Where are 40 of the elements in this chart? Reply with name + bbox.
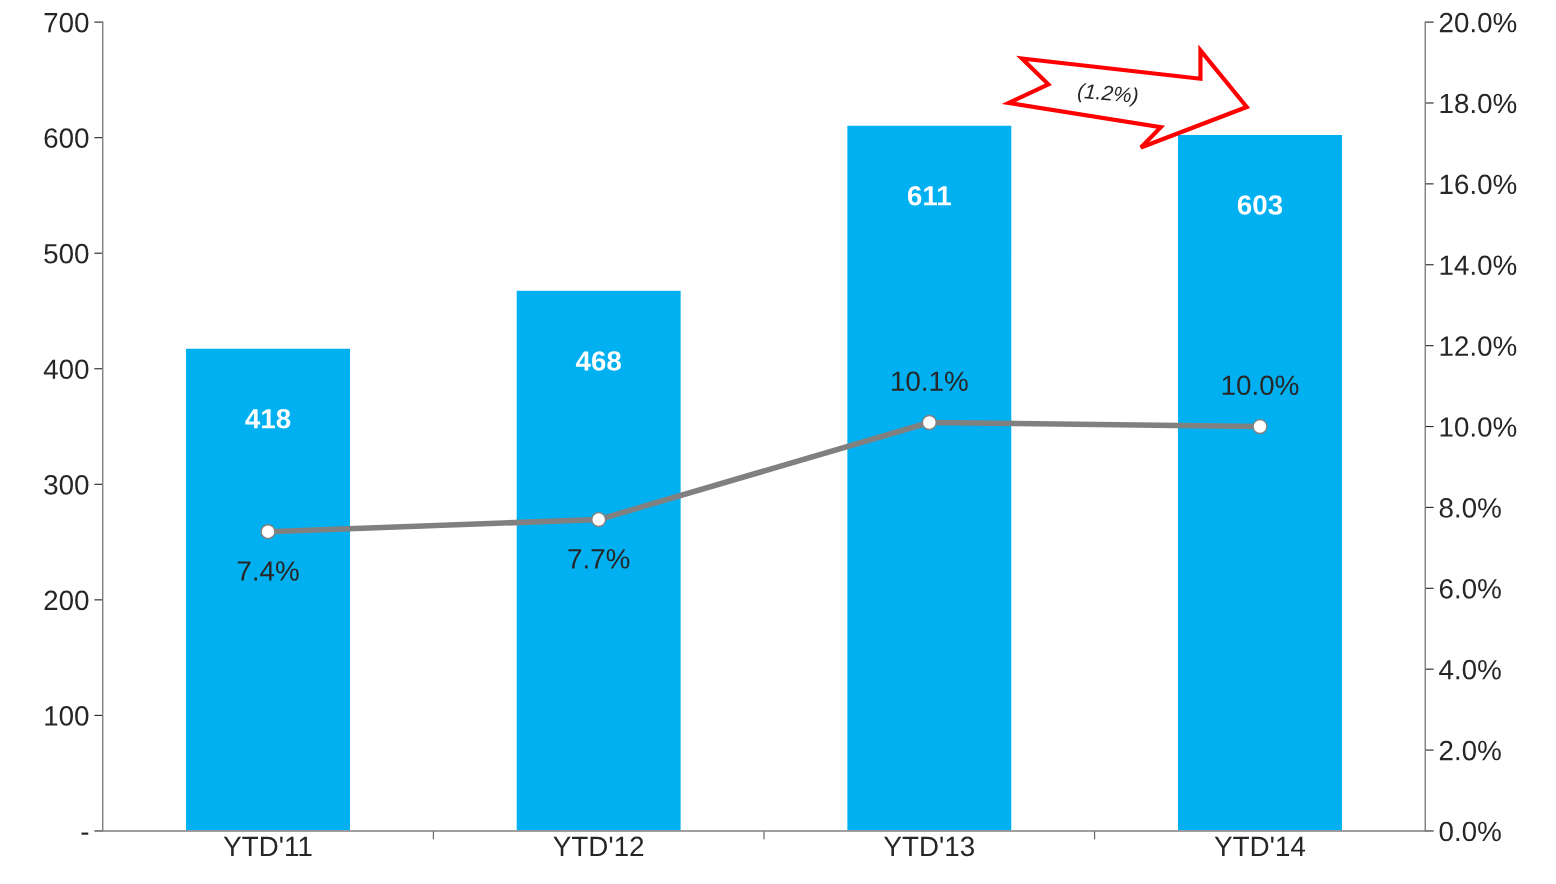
- y2-tick-label: 2.0%: [1439, 740, 1501, 761]
- y-tick-label: -: [81, 832, 89, 835]
- y2-tick-label: 4.0%: [1439, 659, 1501, 680]
- data-label: 7.4%: [237, 561, 299, 581]
- y-tick-label: 500: [44, 243, 89, 264]
- x-tick-label: YTD'13: [884, 836, 974, 857]
- y-tick-label: 400: [43, 359, 89, 380]
- y-tick-label: 700: [44, 12, 89, 33]
- bar: [184, 347, 352, 831]
- y2-tick-label: 6.0%: [1439, 578, 1501, 599]
- y2-tick-label: 16.0%: [1440, 174, 1517, 195]
- y-tick-label: 100: [45, 706, 89, 726]
- y2-tick-label: 20.0%: [1439, 12, 1517, 33]
- y2-tick-label: 10.0%: [1440, 417, 1517, 437]
- y2-tick-label: 12.0%: [1440, 336, 1517, 356]
- data-label: 10.0%: [1222, 375, 1299, 396]
- y-tick-label: 600: [44, 128, 89, 148]
- annotation: (1.2%): [1077, 82, 1139, 108]
- bar: [1176, 133, 1344, 831]
- x-tick-label: YTD'11: [223, 836, 312, 856]
- bar: [515, 289, 683, 831]
- data-label: 603: [1237, 195, 1283, 215]
- point: [1252, 418, 1268, 435]
- data-label: 611: [907, 185, 951, 206]
- data-label: 468: [575, 351, 621, 371]
- y-tick-label: 200: [44, 590, 89, 611]
- y2-tick-label: 14.0%: [1440, 255, 1517, 276]
- bar: [845, 124, 1013, 831]
- y2-tick-label: 8.0%: [1439, 498, 1501, 518]
- point: [921, 414, 937, 431]
- y2-tick-label: 18.0%: [1440, 93, 1517, 114]
- point: [591, 511, 607, 528]
- data-label: 418: [245, 408, 291, 429]
- data-label: 7.7%: [568, 549, 630, 569]
- y-tick-label: 300: [44, 474, 89, 495]
- y2-tick-label: 0.0%: [1439, 821, 1501, 842]
- data-label: 10.1%: [892, 371, 968, 392]
- x-tick-label: YTD'14: [1214, 836, 1306, 856]
- x-tick-label: YTD'12: [553, 836, 644, 856]
- point: [260, 524, 276, 540]
